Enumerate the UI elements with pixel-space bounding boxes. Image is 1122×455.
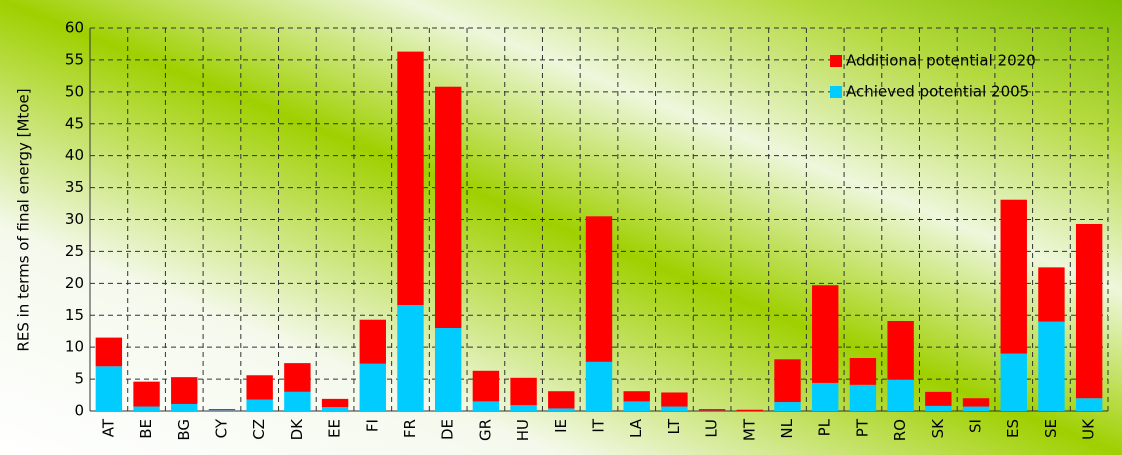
bar-segment xyxy=(1038,321,1065,411)
bar-segment xyxy=(1075,398,1103,411)
x-tick-label: AT xyxy=(99,418,117,437)
y-tick-label: 15 xyxy=(65,306,84,324)
y-tick-label: 0 xyxy=(74,402,84,420)
legend-swatch xyxy=(830,55,842,67)
x-tick-label: PL xyxy=(816,418,834,436)
x-tick-label: LT xyxy=(665,418,683,434)
bar-segment xyxy=(284,363,311,392)
bar-segment xyxy=(246,375,273,400)
y-tick-label: 20 xyxy=(65,274,84,292)
bar-segment xyxy=(133,406,160,411)
bar-segment xyxy=(133,381,160,407)
bar-segment xyxy=(585,361,613,411)
bar-segment xyxy=(359,363,386,411)
x-tick-label: FR xyxy=(401,419,419,438)
x-tick-label: PT xyxy=(853,418,871,437)
x-tick-label: EE xyxy=(326,419,344,438)
bar-segment xyxy=(321,407,349,411)
legend-label: Achieved potential 2005 xyxy=(846,83,1029,101)
x-tick-label: DK xyxy=(288,418,306,441)
bar-segment xyxy=(434,86,462,329)
x-tick-label: DE xyxy=(439,419,457,440)
bar-segment xyxy=(962,398,990,407)
y-axis-label: RES in terms of final energy [Mtoe] xyxy=(15,88,33,351)
bar-segment xyxy=(887,320,914,380)
x-tick-label: RO xyxy=(891,419,909,441)
bar-segment xyxy=(397,51,424,306)
y-tick-label: 5 xyxy=(74,370,84,388)
y-tick-label: 60 xyxy=(65,19,84,37)
x-tick-label: FI xyxy=(363,419,381,432)
bar-segment xyxy=(887,379,914,411)
bar-segment xyxy=(925,405,952,411)
x-tick-label: SK xyxy=(929,418,947,439)
bar-segment xyxy=(548,408,575,411)
bar-segment xyxy=(849,384,877,411)
bar-segment xyxy=(171,377,198,404)
x-tick-label: LA xyxy=(627,418,645,438)
x-tick-label: SE xyxy=(1042,419,1060,438)
bar-segment xyxy=(510,405,537,411)
bar-segment xyxy=(585,216,613,362)
bar-segment xyxy=(812,382,839,411)
bar-segment xyxy=(284,391,311,411)
x-tick-label: LU xyxy=(703,419,721,438)
bar-segment xyxy=(208,409,236,411)
bar-segment xyxy=(1038,267,1065,322)
bar-segment xyxy=(397,305,424,411)
bar-segment xyxy=(510,377,537,406)
bar-segment xyxy=(661,406,688,411)
bar-segment xyxy=(95,337,123,367)
x-tick-label: HU xyxy=(514,419,532,441)
x-tick-label: MT xyxy=(740,418,758,441)
legend-label: Additional potential 2020 xyxy=(846,52,1036,70)
bar-segment xyxy=(548,391,575,409)
x-tick-label: IT xyxy=(590,418,608,432)
y-tick-label: 45 xyxy=(65,114,84,132)
legend-swatch xyxy=(830,86,842,98)
x-tick-label: UK xyxy=(1080,418,1098,440)
bar-segment xyxy=(774,359,801,403)
bar-segment xyxy=(623,401,650,411)
x-tick-label: GR xyxy=(476,419,494,441)
x-tick-label: BE xyxy=(137,419,155,439)
bar-segment xyxy=(774,402,801,411)
bar-segment xyxy=(472,370,500,402)
y-tick-label: 50 xyxy=(65,82,84,100)
bar-segment xyxy=(698,409,726,411)
x-tick-label: CZ xyxy=(250,419,268,440)
bar-segment xyxy=(1075,223,1103,399)
bar-segment xyxy=(434,328,462,411)
y-tick-label: 40 xyxy=(65,146,84,164)
bar-segment xyxy=(359,319,386,364)
bar-segment xyxy=(1000,199,1027,354)
bar-segment xyxy=(171,403,198,411)
y-tick-label: 55 xyxy=(65,50,84,68)
x-tick-label: NL xyxy=(778,418,796,438)
bar-segment xyxy=(925,391,952,406)
bar-segment xyxy=(736,409,764,411)
y-tick-label: 25 xyxy=(65,242,84,260)
x-tick-label: BG xyxy=(175,419,193,441)
bar-segment xyxy=(661,392,688,407)
y-tick-label: 10 xyxy=(65,338,84,356)
bar-segment xyxy=(95,366,123,411)
x-tick-label: ES xyxy=(1004,419,1022,438)
bar-segment xyxy=(1000,353,1027,411)
bar-segment xyxy=(812,285,839,383)
bar-segment xyxy=(321,398,349,408)
x-tick-label: CY xyxy=(212,418,230,438)
x-tick-label: IE xyxy=(552,419,570,433)
bar-segment xyxy=(472,401,500,411)
y-tick-label: 30 xyxy=(65,210,84,228)
bar-segment xyxy=(246,399,273,411)
bar-segment xyxy=(623,391,650,402)
bar-segment xyxy=(849,358,877,385)
x-tick-label: SI xyxy=(967,419,985,433)
bar-segment xyxy=(962,406,990,411)
bar-segment xyxy=(208,410,236,411)
y-tick-label: 35 xyxy=(65,178,84,196)
